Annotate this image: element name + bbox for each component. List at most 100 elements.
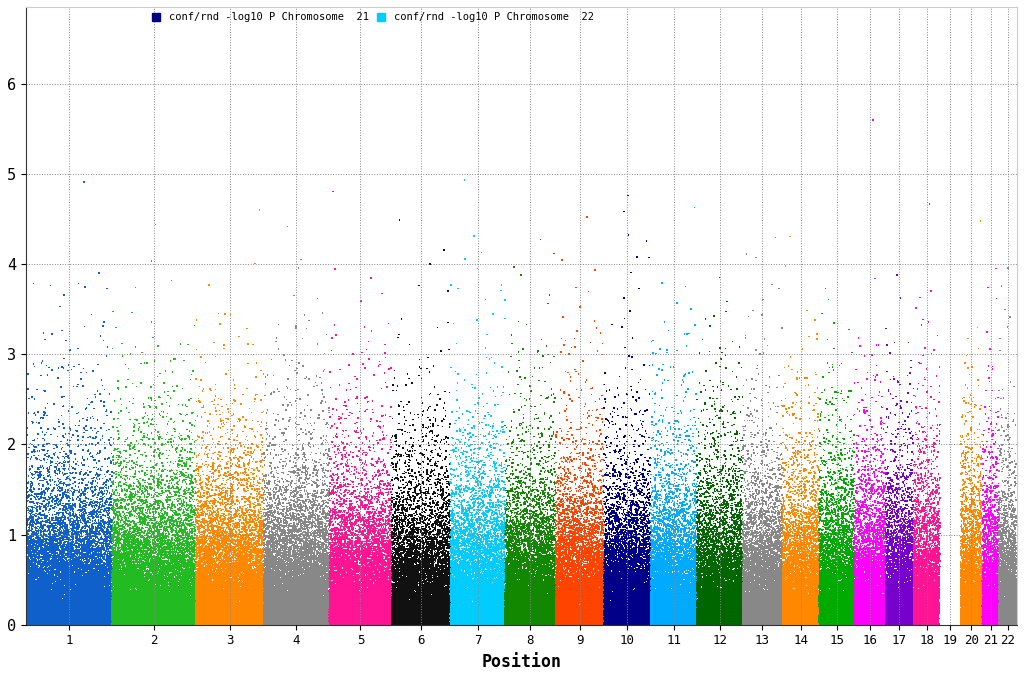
- Point: [559, 604, 575, 615]
- Point: [901, 517, 918, 527]
- Point: [98, 425, 115, 436]
- Point: [969, 613, 985, 624]
- Point: [564, 612, 581, 623]
- Point: [519, 586, 536, 597]
- Point: [712, 581, 728, 592]
- Point: [534, 612, 550, 622]
- Point: [642, 564, 658, 575]
- Point: [357, 584, 374, 595]
- Point: [844, 612, 860, 623]
- Point: [321, 559, 337, 570]
- Point: [78, 612, 94, 622]
- Point: [604, 606, 621, 617]
- Point: [75, 594, 91, 605]
- Point: [897, 582, 913, 593]
- Point: [279, 566, 295, 577]
- Point: [996, 542, 1013, 553]
- Point: [295, 607, 311, 618]
- Point: [422, 578, 438, 589]
- Point: [37, 613, 53, 624]
- Point: [281, 616, 297, 626]
- Point: [346, 561, 362, 572]
- Point: [494, 600, 510, 611]
- Point: [80, 561, 96, 572]
- Point: [297, 612, 313, 622]
- Point: [923, 589, 939, 599]
- Point: [946, 582, 963, 593]
- Point: [337, 532, 353, 542]
- Point: [850, 607, 866, 618]
- Point: [470, 598, 486, 609]
- Point: [301, 568, 317, 579]
- Point: [872, 599, 889, 610]
- Point: [955, 618, 972, 629]
- Point: [414, 578, 430, 589]
- Point: [990, 494, 1007, 505]
- Point: [242, 608, 258, 619]
- Point: [841, 536, 857, 546]
- Point: [272, 616, 289, 626]
- Point: [154, 472, 170, 483]
- Point: [852, 555, 868, 565]
- Point: [638, 613, 654, 624]
- Point: [201, 477, 217, 487]
- Point: [493, 585, 509, 596]
- Point: [156, 550, 172, 561]
- Point: [846, 613, 862, 624]
- Point: [807, 566, 823, 577]
- Point: [86, 589, 102, 600]
- Point: [948, 584, 965, 595]
- Point: [19, 603, 36, 614]
- Point: [118, 471, 134, 481]
- Point: [66, 618, 82, 629]
- Point: [828, 614, 845, 624]
- Point: [574, 608, 591, 619]
- Point: [338, 616, 354, 627]
- Point: [85, 553, 101, 564]
- Point: [208, 614, 224, 624]
- Point: [695, 564, 712, 575]
- Point: [317, 555, 334, 565]
- Point: [711, 600, 727, 611]
- Point: [40, 590, 56, 601]
- Point: [372, 356, 388, 367]
- Point: [695, 616, 712, 626]
- Point: [549, 614, 565, 625]
- Point: [981, 576, 997, 586]
- Point: [643, 583, 659, 594]
- Point: [136, 552, 153, 563]
- Point: [153, 573, 169, 584]
- Point: [948, 553, 965, 564]
- Point: [877, 605, 893, 616]
- Point: [251, 612, 267, 623]
- Point: [50, 570, 67, 580]
- Point: [278, 577, 294, 588]
- Point: [791, 576, 807, 587]
- Point: [31, 586, 47, 597]
- Point: [423, 548, 439, 559]
- Point: [63, 590, 80, 601]
- Point: [937, 530, 953, 541]
- Point: [359, 587, 376, 598]
- Point: [293, 602, 309, 613]
- Point: [467, 546, 483, 557]
- Point: [746, 574, 763, 584]
- Point: [538, 586, 554, 597]
- Point: [617, 547, 634, 558]
- Point: [318, 554, 335, 565]
- Point: [218, 578, 234, 589]
- Point: [346, 619, 362, 630]
- Point: [623, 588, 639, 599]
- Point: [818, 615, 835, 626]
- Point: [814, 589, 830, 600]
- Point: [259, 614, 275, 625]
- Point: [596, 592, 612, 603]
- Point: [871, 498, 888, 508]
- Point: [681, 594, 697, 605]
- Point: [881, 592, 897, 603]
- Point: [146, 568, 163, 579]
- Point: [631, 441, 647, 452]
- Point: [721, 614, 737, 624]
- Point: [113, 597, 129, 608]
- Point: [446, 584, 463, 595]
